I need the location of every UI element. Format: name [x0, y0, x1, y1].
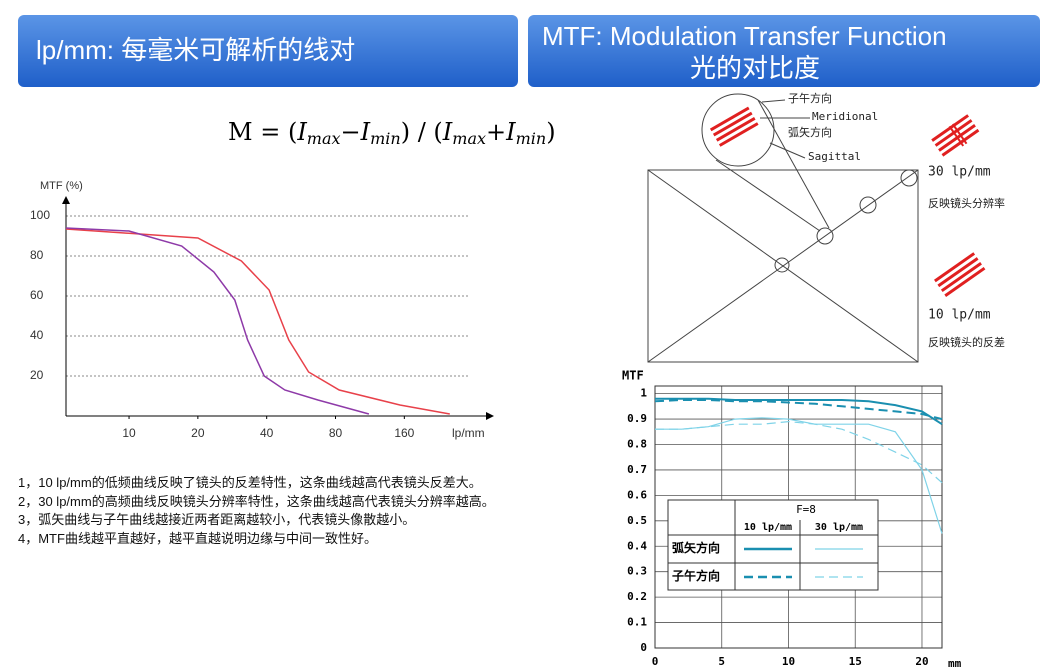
diagram-label: Meridional [812, 110, 878, 123]
diagram-label: 30 lp/mm [928, 165, 991, 180]
formula-part: min [370, 129, 401, 148]
x-tick-label: 15 [849, 655, 862, 668]
x-tick-label: 80 [329, 426, 343, 440]
series-line [655, 397, 943, 426]
series-line [655, 420, 943, 484]
y-tick-label: 60 [30, 288, 44, 302]
y-tick-label: 0.7 [627, 463, 647, 476]
target-pattern [709, 106, 986, 297]
legend-row: 子午方向 [672, 568, 720, 583]
x-tick-label: 5 [718, 655, 725, 668]
header-subtitle: 光的对比度 [690, 53, 820, 83]
y-tick-label: 0.8 [627, 438, 647, 451]
diagram-label: Sagittal [808, 150, 861, 163]
formula-part: min [516, 129, 547, 148]
x-tick-label: 20 [191, 426, 205, 440]
x-axis-label: lp/mm [452, 426, 485, 440]
formula-part: max [452, 129, 486, 148]
y-tick-label: 0.4 [627, 539, 647, 552]
y-tick-label: 0.6 [627, 488, 647, 501]
legend-row: 弧矢方向 [672, 540, 720, 555]
notes: 1，10 lp/mm的低频曲线反映了镜头的反差特性，这条曲线越高代表镜头反差大。… [18, 474, 606, 548]
series-line [65, 228, 450, 415]
formula-part: M = ( [228, 118, 297, 146]
note: 2，30 lp/mm的高频曲线反映镜头分辨率特性，这条曲线越高代表镜头分辨率越高… [18, 493, 495, 509]
series-line [654, 399, 943, 421]
legend-column: 10 lp/mm [744, 522, 792, 533]
diagram-label: 子午方向 [788, 91, 832, 105]
plot-frame [654, 385, 943, 649]
y-tick-label: 0.1 [627, 616, 647, 629]
y-tick-label: 0 [640, 641, 647, 654]
formula-part: ) [546, 118, 555, 146]
formula-part: max [307, 129, 341, 148]
legend-column: 30 lp/mm [815, 522, 863, 533]
y-tick-label: 0.5 [627, 514, 647, 527]
x-tick-label: 10 [782, 655, 795, 668]
y-tick-label: 80 [30, 248, 44, 262]
formula-part: ) / ( [401, 118, 443, 146]
diagram-label: 反映镜头分辨率 [928, 196, 1005, 210]
note: 4，MTF曲线越平直越好，越平直越说明边缘与中间一致性好。 [18, 530, 377, 546]
header-bar [528, 15, 1040, 87]
formula-part: − [341, 118, 361, 146]
y-tick-label: 1 [640, 387, 647, 400]
header-title: MTF: Modulation Transfer Function [542, 21, 947, 51]
formula-part: I [442, 118, 453, 146]
y-tick-label: 0.9 [627, 412, 647, 425]
formula-part: + [486, 118, 506, 146]
note: 1，10 lp/mm的低频曲线反映了镜头的反差特性，这条曲线越高代表镜头反差大。 [18, 475, 482, 490]
formula: M = (Imax−Imin) / (Imax+Imin) [228, 118, 556, 148]
diagram-label: 弧矢方向 [788, 125, 832, 139]
y-axis-label: MTF [622, 369, 644, 383]
formula-part: I [360, 118, 371, 146]
lens-diagram [647, 93, 919, 363]
y-tick-label: 100 [30, 208, 50, 222]
x-axis-label: mm [948, 657, 962, 670]
y-tick-label: 40 [30, 328, 44, 342]
x-tick-label: 40 [260, 426, 274, 440]
diagram-label: 反映镜头的反差 [928, 335, 1005, 349]
x-tick-label: 0 [652, 655, 659, 668]
diagram-label: 10 lp/mm [928, 308, 991, 323]
x-tick-label: 160 [394, 426, 414, 440]
formula-part: I [505, 118, 516, 146]
note: 3，弧矢曲线与子午曲线越接近两者距离越较小，代表镜头像散越小。 [18, 512, 416, 527]
y-tick-label: 0.2 [627, 590, 647, 603]
legend-table [667, 499, 879, 591]
y-tick-label: 0.3 [627, 565, 647, 578]
x-tick-label: 20 [915, 655, 928, 668]
series-line [65, 227, 370, 415]
formula-part: I [296, 118, 307, 146]
y-axis-label: MTF (%) [40, 180, 83, 192]
legend-title: F=8 [796, 503, 816, 516]
x-tick-label: 10 [122, 426, 136, 440]
header-title: lp/mm: 每毫米可解析的线对 [36, 35, 355, 65]
header-bar [18, 15, 518, 87]
y-tick-label: 20 [30, 368, 44, 382]
